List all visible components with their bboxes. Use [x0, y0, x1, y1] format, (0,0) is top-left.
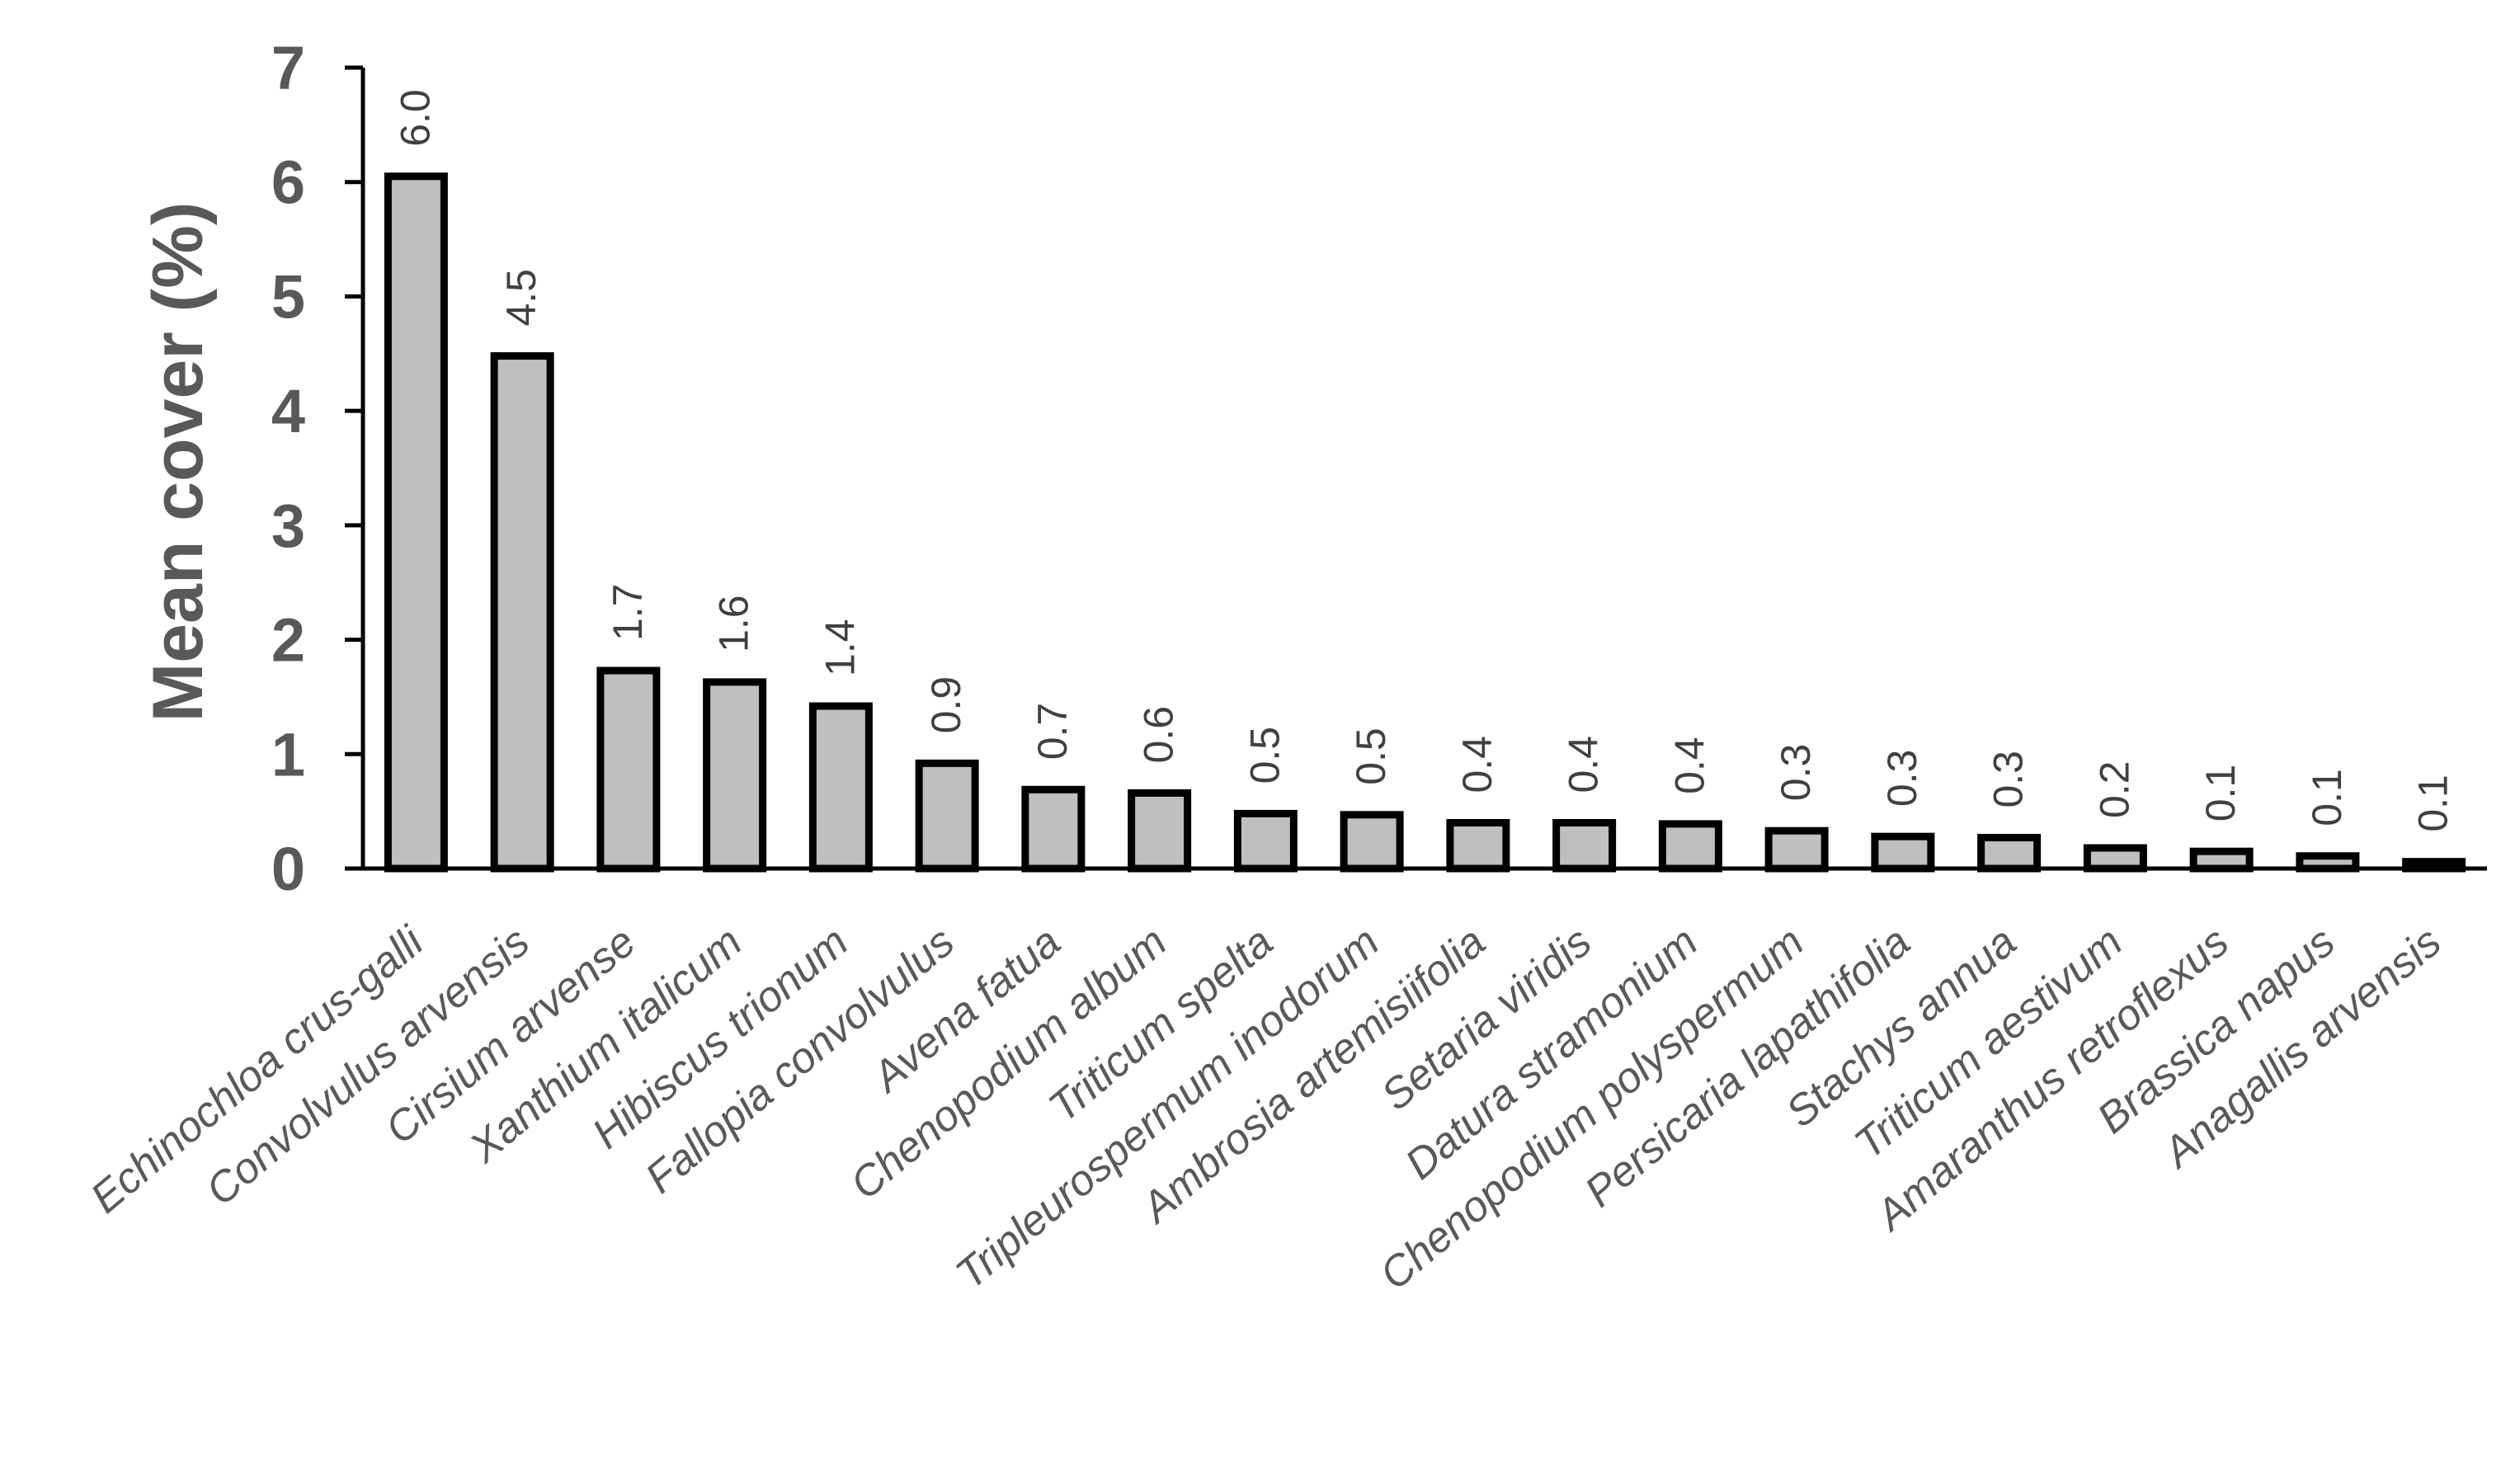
bar — [2296, 852, 2360, 873]
data-label: 0.1 — [2304, 769, 2350, 826]
y-tick-label: 1 — [271, 720, 305, 789]
data-label: 0.1 — [2197, 765, 2244, 822]
data-label: 6.0 — [392, 89, 438, 147]
data-label: 0.9 — [923, 676, 969, 734]
bar — [490, 352, 554, 873]
data-label: 0.3 — [1879, 750, 1925, 807]
bar — [1021, 785, 1086, 873]
bar — [1552, 819, 1617, 873]
bar — [384, 172, 448, 873]
data-label: 4.5 — [498, 269, 544, 327]
bar — [596, 666, 661, 873]
data-label: 0.5 — [1241, 727, 1288, 784]
data-label: 0.4 — [1666, 737, 1712, 794]
data-label: 1.4 — [817, 619, 863, 677]
y-tick-label: 3 — [271, 492, 305, 560]
bar — [1658, 820, 1722, 873]
bar — [1340, 811, 1404, 873]
bar — [1446, 819, 1510, 873]
bar — [1128, 789, 1192, 873]
y-axis-title: Mean cover (%) — [139, 202, 218, 723]
data-label: 0.2 — [2091, 761, 2137, 819]
bar — [915, 759, 979, 873]
bar — [2083, 844, 2147, 873]
y-tick-label: 7 — [271, 34, 305, 102]
bar — [1233, 809, 1298, 873]
bar — [1871, 832, 1935, 873]
bar — [1764, 826, 1829, 873]
bar — [808, 702, 873, 873]
data-label: 0.6 — [1136, 706, 1182, 764]
data-label: 0.4 — [1561, 736, 1607, 793]
data-label: 0.7 — [1029, 703, 1076, 760]
y-tick-label: 0 — [271, 835, 305, 903]
data-label: 0.4 — [1454, 736, 1500, 793]
data-label: 0.5 — [1348, 727, 1394, 785]
data-label: 1.7 — [605, 584, 651, 642]
y-tick-label: 5 — [271, 262, 305, 331]
bar — [2189, 847, 2254, 873]
data-label: 0.3 — [1773, 744, 1819, 802]
data-label: 0.1 — [2410, 775, 2456, 832]
bars — [384, 172, 2466, 873]
bar — [703, 678, 767, 873]
bar — [2402, 858, 2466, 873]
y-tick-label: 6 — [271, 148, 305, 217]
data-label: 1.6 — [711, 595, 757, 652]
data-label: 0.3 — [1985, 751, 2032, 808]
y-tick-label: 4 — [271, 377, 305, 445]
bar — [1977, 834, 2042, 873]
y-tick-label: 2 — [271, 606, 305, 675]
data-labels: 6.0 4.5 1.7 1.6 1.4 0.9 0.7 0.6 0.5 0.5 0.4 0.4 0.4 0… — [392, 89, 2456, 831]
